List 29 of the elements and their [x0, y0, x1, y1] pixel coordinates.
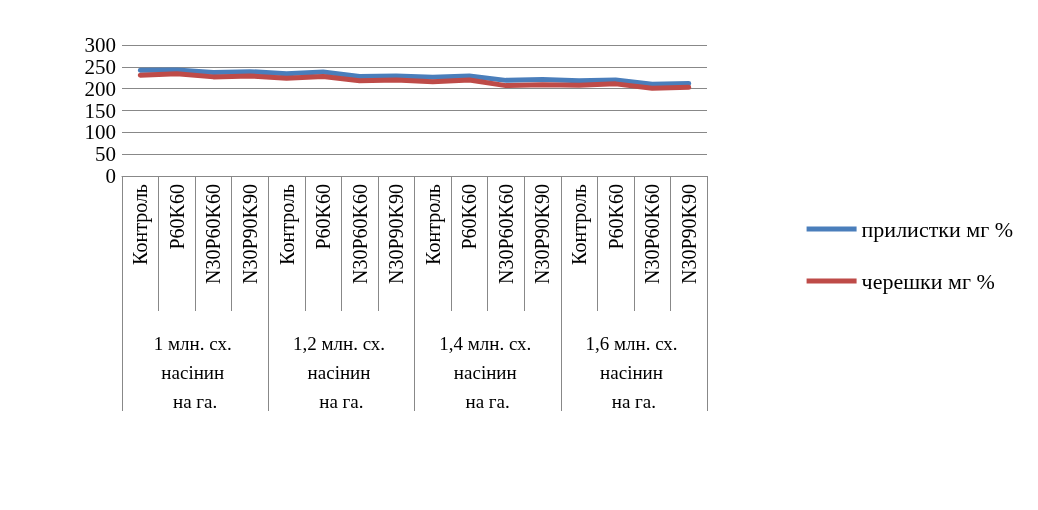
text: 1,4 млн. сх. насінин на га. [439, 333, 537, 412]
x-tick-label: P60K60 [165, 184, 188, 250]
y-tick-label: 50 [95, 142, 116, 167]
x-tick-label: P60K60 [458, 184, 481, 250]
y-tick-label: 100 [84, 120, 116, 145]
x-tick-label: N30P90K90 [531, 184, 554, 285]
x-tick-label: N30P60K60 [494, 184, 517, 285]
legend-label: черешки мг % [861, 268, 995, 294]
x-tick-label: N30P60K60 [348, 184, 371, 285]
legend-label: прилистки мг % [861, 216, 1014, 242]
y-tick-label: 250 [84, 54, 116, 79]
x-tick-label: N30P60K60 [641, 184, 664, 285]
x-tick-label: Контроль [568, 184, 592, 265]
x-tick-label: N30P60K60 [202, 184, 225, 285]
x-tick-label: Контроль [275, 184, 299, 265]
text: 1 млн. сх. насінин на га. [153, 333, 237, 412]
text: 1,6 млн. сх. насінин на га. [585, 333, 683, 412]
x-tick-label: N30P90K90 [385, 184, 408, 285]
x-tick-label: P60K60 [312, 184, 335, 250]
x-tick-label: Контроль [421, 184, 445, 265]
x-tick-label: N30P90K90 [238, 184, 261, 285]
text: 1,2 млн. сх. насінин на га. [292, 333, 390, 412]
x-tick-label: Контроль [129, 184, 153, 265]
x-tick-label: N30P90K90 [677, 184, 700, 285]
y-tick-label: 0 [105, 164, 116, 188]
y-tick-label: 150 [84, 98, 116, 123]
y-tick-label: 300 [84, 33, 116, 57]
x-tick-label: P60K60 [604, 184, 627, 250]
y-tick-label: 200 [84, 76, 116, 101]
